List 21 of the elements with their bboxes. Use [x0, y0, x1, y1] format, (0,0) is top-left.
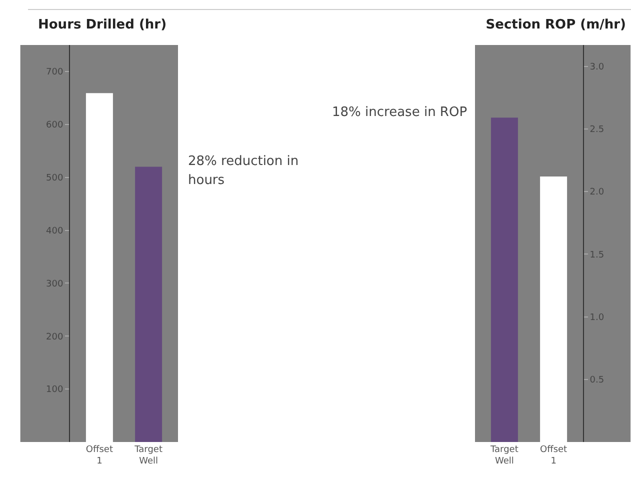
text: 28% reduction in hours — [188, 153, 300, 190]
y-tick-label: 0.5 — [590, 376, 604, 386]
x-tick-label: Target Well — [490, 445, 519, 467]
chart-title: Hours Drilled (hr) — [38, 18, 167, 33]
y-tick-label: 500 — [46, 173, 64, 184]
y-tick-label: 300 — [46, 279, 64, 290]
y-tick-label: 3.0 — [590, 62, 604, 72]
y-tick-label: 400 — [46, 226, 64, 236]
y-tick-label: 2.0 — [590, 188, 604, 198]
x-tick-label: Target Well — [134, 445, 163, 467]
y-tick-label: 2.5 — [590, 125, 604, 136]
text: 18% increase in ROP — [332, 104, 468, 122]
y-tick-label: 600 — [46, 120, 64, 131]
y-tick-label: 1.0 — [590, 312, 604, 323]
x-tick-label: Offset 1 — [540, 445, 568, 467]
x-tick-label: Offset 1 — [86, 445, 114, 467]
chart-title: Section ROP (m/hr) — [486, 18, 626, 33]
y-tick-label: 1.5 — [590, 250, 604, 260]
y-tick-label: 700 — [46, 68, 64, 78]
y-tick-label: 100 — [46, 385, 64, 396]
y-tick-label: 200 — [46, 332, 64, 342]
